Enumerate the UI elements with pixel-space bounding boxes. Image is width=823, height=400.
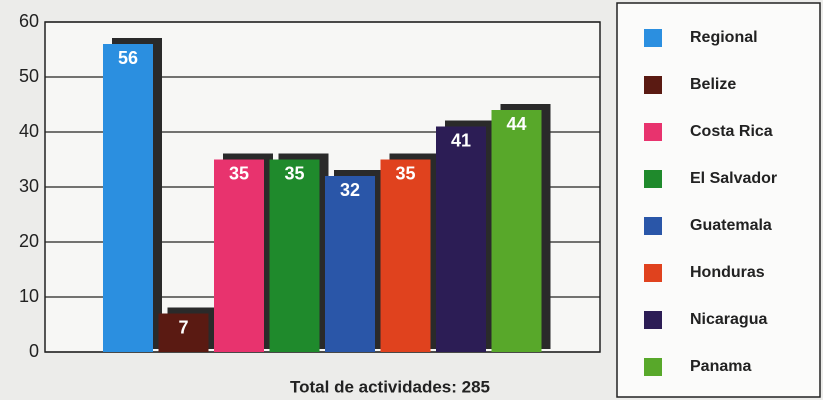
legend-swatch <box>644 358 662 376</box>
bar <box>103 44 153 352</box>
legend-label: Panama <box>690 358 751 375</box>
legend-label: Guatemala <box>690 217 772 234</box>
value-label: 56 <box>118 48 138 68</box>
legend-swatch <box>644 170 662 188</box>
bar <box>436 126 486 352</box>
value-label: 41 <box>451 130 471 150</box>
bar <box>269 159 320 352</box>
legend-box <box>616 2 821 398</box>
legend-swatch <box>644 264 662 282</box>
legend-swatch <box>644 311 662 329</box>
legend-label: Costa Rica <box>690 123 773 140</box>
legend-label: Regional <box>690 29 758 46</box>
value-label: 44 <box>506 114 526 134</box>
value-label: 32 <box>340 180 360 200</box>
legend-swatch <box>644 76 662 94</box>
value-label: 35 <box>284 163 304 183</box>
bar <box>214 159 264 352</box>
legend-swatch <box>644 217 662 235</box>
legend-label: Belize <box>690 76 736 93</box>
legend-swatch <box>644 123 662 141</box>
bar <box>325 176 375 352</box>
value-label: 35 <box>395 163 415 183</box>
legend-swatch <box>644 29 662 47</box>
y-tick-label: 30 <box>19 176 39 196</box>
y-tick-label: 0 <box>29 341 39 361</box>
y-tick-label: 50 <box>19 66 39 86</box>
legend-label: Nicaragua <box>690 311 767 328</box>
bar <box>158 313 209 352</box>
y-tick-label: 40 <box>19 121 39 141</box>
y-tick-label: 10 <box>19 286 39 306</box>
value-label: 7 <box>178 317 188 337</box>
x-axis-label: Total de actividades: 285 <box>290 377 490 396</box>
legend-label: El Salvador <box>690 170 777 187</box>
value-label: 35 <box>229 163 249 183</box>
legend-label: Honduras <box>690 264 765 281</box>
y-tick-label: 20 <box>19 231 39 251</box>
bar <box>491 110 542 352</box>
y-tick-label: 60 <box>19 11 39 31</box>
bar <box>380 159 431 352</box>
